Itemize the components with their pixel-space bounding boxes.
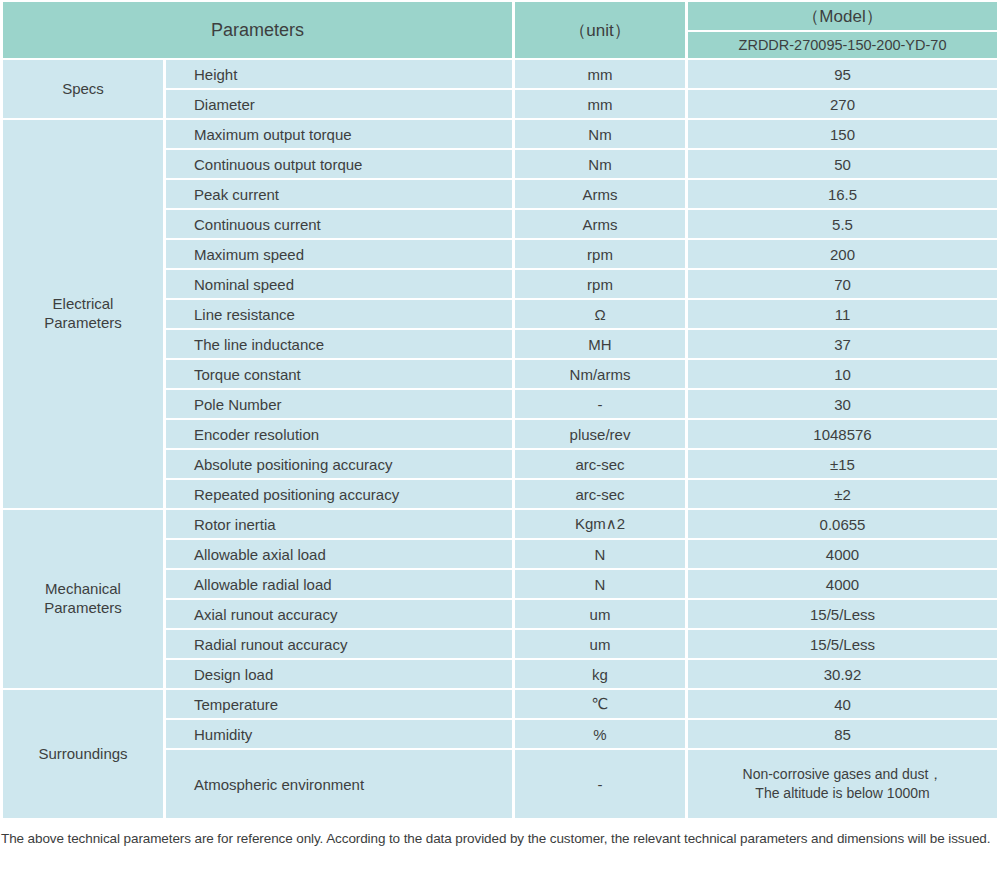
value-cell: 95 bbox=[688, 60, 997, 88]
value-cell: 30 bbox=[688, 390, 997, 418]
param-name-cell: Absolute positioning accuracy bbox=[166, 450, 512, 478]
unit-cell: Kgm∧2 bbox=[515, 510, 685, 538]
unit-cell: Nm/arms bbox=[515, 360, 685, 388]
header-parameters-cell: Parameters bbox=[3, 2, 512, 58]
table-row: Electrical ParametersMaximum output torq… bbox=[3, 120, 997, 148]
unit-cell: mm bbox=[515, 90, 685, 118]
param-name-cell: Maximum speed bbox=[166, 240, 512, 268]
value-cell: 37 bbox=[688, 330, 997, 358]
param-name-cell: Pole Number bbox=[166, 390, 512, 418]
param-name-cell: Allowable axial load bbox=[166, 540, 512, 568]
param-name-cell: Height bbox=[166, 60, 512, 88]
unit-cell: Arms bbox=[515, 210, 685, 238]
group-cell: Mechanical Parameters bbox=[3, 510, 163, 688]
value-cell: 70 bbox=[688, 270, 997, 298]
unit-cell: MH bbox=[515, 330, 685, 358]
unit-cell: arc-sec bbox=[515, 480, 685, 508]
value-cell: 270 bbox=[688, 90, 997, 118]
param-name-cell: Allowable radial load bbox=[166, 570, 512, 598]
table-row: SpecsHeightmm95 bbox=[3, 60, 997, 88]
value-cell: 11 bbox=[688, 300, 997, 328]
unit-cell: - bbox=[515, 750, 685, 818]
param-name-cell: Line resistance bbox=[166, 300, 512, 328]
table-row: Mechanical ParametersRotor inertiaKgm∧20… bbox=[3, 510, 997, 538]
value-line: The altitude is below 1000m bbox=[688, 784, 997, 803]
param-name-cell: Continuous current bbox=[166, 210, 512, 238]
unit-cell: Nm bbox=[515, 150, 685, 178]
param-name-cell: Encoder resolution bbox=[166, 420, 512, 448]
group-label: Mechanical Parameters bbox=[27, 580, 139, 618]
unit-cell: rpm bbox=[515, 240, 685, 268]
value-cell: 200 bbox=[688, 240, 997, 268]
unit-cell: % bbox=[515, 720, 685, 748]
value-cell: 10 bbox=[688, 360, 997, 388]
unit-cell: Nm bbox=[515, 120, 685, 148]
value-cell: 30.92 bbox=[688, 660, 997, 688]
param-name-cell: Design load bbox=[166, 660, 512, 688]
param-name-cell: Maximum output torque bbox=[166, 120, 512, 148]
value-cell: 4000 bbox=[688, 540, 997, 568]
unit-cell: um bbox=[515, 630, 685, 658]
param-name-cell: Radial runout accuracy bbox=[166, 630, 512, 658]
param-name-cell: Diameter bbox=[166, 90, 512, 118]
value-line: Non-corrosive gases and dust， bbox=[688, 765, 997, 784]
group-label: Electrical Parameters bbox=[27, 295, 139, 333]
unit-cell: Arms bbox=[515, 180, 685, 208]
header-model-cell: （Model） bbox=[688, 2, 997, 30]
footer-note: The above technical parameters are for r… bbox=[0, 831, 1000, 846]
value-cell: 16.5 bbox=[688, 180, 997, 208]
param-name-cell: Nominal speed bbox=[166, 270, 512, 298]
header-model-number-cell: ZRDDR-270095-150-200-YD-70 bbox=[688, 32, 997, 58]
group-cell: Surroundings bbox=[3, 690, 163, 818]
value-cell: 1048576 bbox=[688, 420, 997, 448]
param-name-cell: Repeated positioning accuracy bbox=[166, 480, 512, 508]
group-cell: Specs bbox=[3, 60, 163, 118]
unit-cell: rpm bbox=[515, 270, 685, 298]
param-name-cell: Continuous output torque bbox=[166, 150, 512, 178]
value-cell: 50 bbox=[688, 150, 997, 178]
value-cell: 0.0655 bbox=[688, 510, 997, 538]
value-cell: 85 bbox=[688, 720, 997, 748]
unit-cell: ℃ bbox=[515, 690, 685, 718]
value-cell: 150 bbox=[688, 120, 997, 148]
header-unit-cell: （unit） bbox=[515, 2, 685, 58]
group-cell: Electrical Parameters bbox=[3, 120, 163, 508]
spec-sheet-page: Parameters （unit） （Model） ZRDDR-270095-1… bbox=[0, 0, 1000, 882]
value-cell: Non-corrosive gases and dust，The altitud… bbox=[688, 750, 997, 818]
param-name-cell: Torque constant bbox=[166, 360, 512, 388]
param-name-cell: Peak current bbox=[166, 180, 512, 208]
unit-cell: Ω bbox=[515, 300, 685, 328]
unit-cell: kg bbox=[515, 660, 685, 688]
spec-table: Parameters （unit） （Model） ZRDDR-270095-1… bbox=[0, 0, 1000, 820]
unit-cell: arc-sec bbox=[515, 450, 685, 478]
group-label: Specs bbox=[27, 80, 139, 99]
value-cell: ±2 bbox=[688, 480, 997, 508]
value-cell: 4000 bbox=[688, 570, 997, 598]
value-cell: 15/5/Less bbox=[688, 630, 997, 658]
group-label: Surroundings bbox=[27, 745, 139, 764]
value-cell: 40 bbox=[688, 690, 997, 718]
unit-cell: N bbox=[515, 540, 685, 568]
param-name-cell: Temperature bbox=[166, 690, 512, 718]
unit-cell: N bbox=[515, 570, 685, 598]
param-name-cell: The line inductance bbox=[166, 330, 512, 358]
unit-cell: um bbox=[515, 600, 685, 628]
param-name-cell: Humidity bbox=[166, 720, 512, 748]
unit-cell: mm bbox=[515, 60, 685, 88]
table-row: SurroundingsTemperature℃40 bbox=[3, 690, 997, 718]
param-name-cell: Rotor inertia bbox=[166, 510, 512, 538]
unit-cell: - bbox=[515, 390, 685, 418]
unit-cell: pluse/rev bbox=[515, 420, 685, 448]
value-cell: 15/5/Less bbox=[688, 600, 997, 628]
value-cell: ±15 bbox=[688, 450, 997, 478]
spec-table-body: SpecsHeightmm95Diametermm270Electrical P… bbox=[3, 60, 997, 818]
value-cell: 5.5 bbox=[688, 210, 997, 238]
param-name-cell: Atmospheric environment bbox=[166, 750, 512, 818]
param-name-cell: Axial runout accuracy bbox=[166, 600, 512, 628]
